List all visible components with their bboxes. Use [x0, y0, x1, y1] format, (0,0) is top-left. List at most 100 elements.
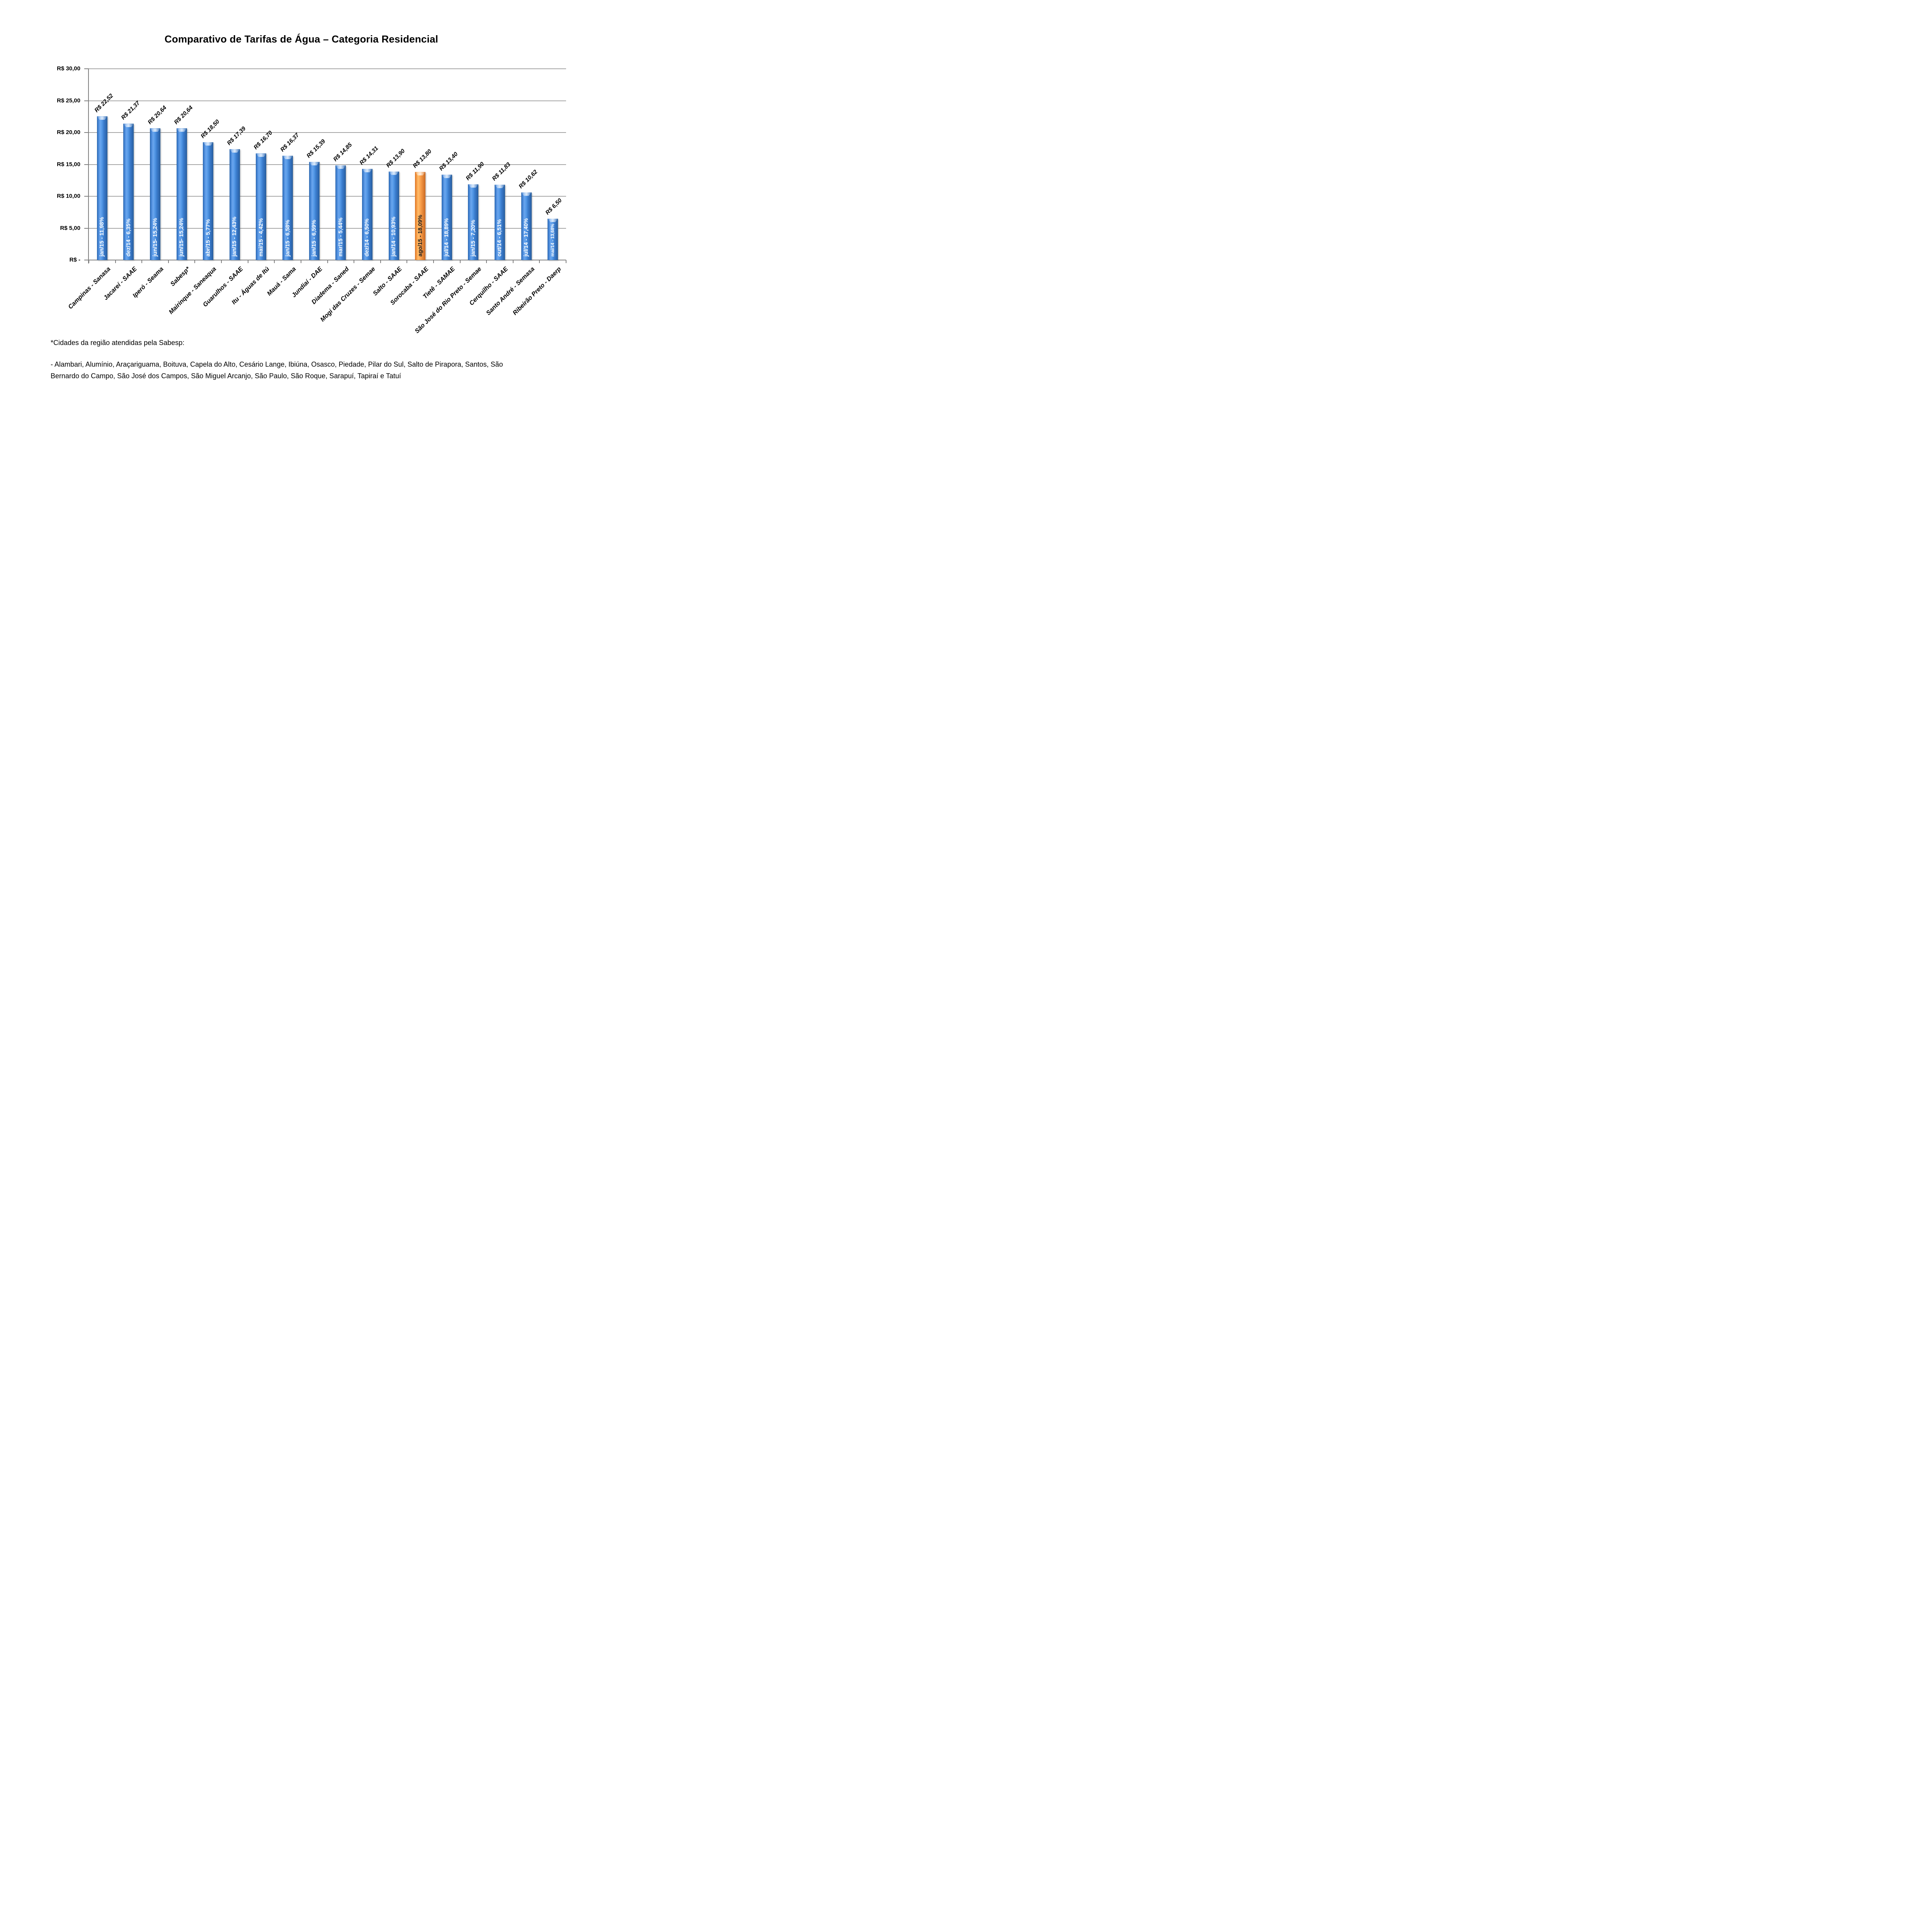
- bar: jun/15- 15,24%: [176, 128, 187, 260]
- y-axis-tick-mark: [84, 196, 89, 197]
- bar: jan/15 - 7,20%: [468, 184, 479, 260]
- bar: jan/15 - 12,43%: [229, 149, 240, 260]
- gridline: [89, 228, 566, 229]
- gridline: [89, 164, 566, 165]
- bar-inner-label: jan/14 - 10,93%: [391, 216, 397, 257]
- document-page: Comparativo de Tarifas de Água – Categor…: [0, 0, 603, 426]
- x-axis-tick-mark: [539, 260, 540, 263]
- bar-inner-label: dez/14 - 6,35%: [125, 218, 132, 257]
- x-axis-tick-mark: [327, 260, 328, 263]
- bar-value-label: R$ 13,90: [385, 147, 406, 169]
- bar-value-label: R$ 22,52: [93, 92, 115, 114]
- category-label: Mairinque - Saneaqua: [168, 265, 218, 316]
- gridline: [89, 196, 566, 197]
- bar: jul/14 - 18,89%: [441, 174, 452, 260]
- bar: jan/15 - 6,59%: [309, 162, 320, 260]
- x-axis-tick-mark: [141, 260, 143, 263]
- gridline: [89, 100, 566, 101]
- x-axis-tick-mark: [88, 260, 89, 263]
- bar-inner-label: dez/14 - 6,50%: [364, 218, 371, 257]
- x-axis-tick-mark: [459, 260, 461, 263]
- bar-inner-label: abr/15 - 5,77%: [205, 219, 211, 257]
- category-label: Mogi das Cruzes - Semae: [319, 265, 377, 323]
- gridline: [89, 132, 566, 133]
- y-axis-tick-label: R$ 20,00: [57, 129, 80, 136]
- bar-value-label: R$ 17,39: [226, 125, 247, 147]
- x-axis-tick-mark: [486, 260, 487, 263]
- bar-inner-label: jan/15 - 11,98%: [99, 217, 105, 257]
- x-axis-tick-mark: [380, 260, 381, 263]
- bar: dez/14 - 6,35%: [123, 124, 134, 260]
- x-axis-tick-mark: [194, 260, 196, 263]
- bar-value-label: R$ 16,37: [279, 132, 300, 153]
- bar-inner-label: mar/15 - 5,44%: [337, 218, 344, 257]
- bar-inner-label: jun/15- 15,24%: [152, 218, 158, 257]
- bar: mai/15 - 4,42%: [256, 153, 267, 260]
- bar: out/14 - 6,51%: [494, 184, 505, 260]
- bar-value-label: R$ 6,50: [544, 197, 563, 216]
- bar-value-label: R$ 15,39: [305, 138, 327, 160]
- bar: abr/15 - 5,77%: [203, 142, 214, 260]
- bar-value-label: R$ 20,64: [173, 104, 194, 126]
- plot-area: R$ 30,00 R$ 25,00 R$ 20,00 R$ 15,00 R$ 10,00…: [57, 65, 566, 335]
- gridline: [89, 68, 566, 69]
- bar-inner-label: ago/15 - 18,09%: [417, 215, 423, 257]
- bar: jul/14 - 17,40%: [521, 192, 532, 260]
- y-axis-line: [88, 69, 89, 264]
- bar: jan/14 - 10,93%: [388, 171, 399, 260]
- bar-value-label: R$ 10,62: [517, 168, 539, 190]
- x-axis-tick-mark: [512, 260, 514, 263]
- bar-inner-label: jan/15 - 6,58%: [284, 219, 291, 257]
- footnote-heading: *Cidades da região atendidas pela Sabesp…: [51, 339, 185, 347]
- bar-value-label: R$ 13,40: [438, 151, 459, 172]
- bar: mai/14 - 13,68%: [548, 218, 558, 260]
- y-axis-tick-label: R$ 5,00: [60, 224, 80, 231]
- y-axis-tick-label: R$ 15,00: [57, 161, 80, 168]
- bar-inner-label: jun/15- 15,24%: [179, 218, 185, 257]
- bar-value-label: R$ 14,31: [358, 145, 380, 167]
- footnote-line: - Alambari, Alumínio, Araçariguama, Boit…: [51, 360, 503, 368]
- bar-value-label: R$ 14,85: [332, 141, 354, 163]
- bar: jun/15- 15,24%: [150, 128, 161, 260]
- category-label: Campinas - Sanasa: [67, 265, 112, 311]
- category-label: Ribeirão Preto - Daerp: [511, 265, 563, 317]
- bar-value-label: R$ 20,64: [146, 104, 168, 126]
- y-axis-tick-label: R$ 30,00: [57, 65, 80, 72]
- bar: dez/14 - 6,50%: [362, 168, 372, 260]
- bar: mar/15 - 5,44%: [335, 165, 346, 260]
- chart-title: Comparativo de Tarifas de Água – Categor…: [164, 33, 439, 45]
- y-axis-tick-mark: [84, 164, 89, 165]
- y-axis-tick-mark: [84, 228, 89, 229]
- bar-inner-label: mai/14 - 13,68%: [550, 223, 555, 257]
- bar-inner-label: jan/15 - 12,43%: [231, 216, 238, 257]
- bar-inner-label: jul/14 - 17,40%: [523, 218, 530, 257]
- bar: jan/15 - 11,98%: [97, 116, 107, 260]
- bar-inner-label: jan/15 - 7,20%: [470, 219, 476, 257]
- bar: jan/15 - 6,58%: [282, 155, 293, 260]
- y-axis-tick-mark: [84, 68, 89, 69]
- y-axis-tick-mark: [84, 132, 89, 133]
- bar-value-label: R$ 21,37: [120, 100, 141, 121]
- bar-value-label: R$ 18,50: [199, 118, 221, 140]
- category-label: Santo André - Semasa: [485, 265, 536, 317]
- bar-inner-label: jul/14 - 18,89%: [444, 218, 450, 257]
- y-axis-tick-label: R$ 10,00: [57, 193, 80, 199]
- bar-inner-label: jan/15 - 6,59%: [311, 219, 318, 257]
- bar-value-label: R$ 13,80: [411, 148, 433, 170]
- y-axis-tick-label: R$ 25,00: [57, 97, 80, 104]
- category-label: Sabesp*: [169, 265, 191, 288]
- x-axis-tick-mark: [168, 260, 169, 263]
- bar-inner-label: mai/15 - 4,42%: [258, 218, 264, 257]
- bar-value-label: R$ 16,70: [252, 129, 274, 151]
- footnote: *Cidades da região atendidas pela Sabesp…: [51, 337, 565, 382]
- x-axis-tick-mark: [406, 260, 408, 263]
- y-axis-tick-label: R$ -: [69, 257, 80, 263]
- bar-inner-label: out/14 - 6,51%: [497, 219, 503, 257]
- footnote-line: Bernardo do Campo, São José dos Campos, …: [51, 372, 401, 380]
- x-axis-tick-mark: [115, 260, 116, 263]
- x-axis-tick-mark: [274, 260, 275, 263]
- bar-highlighted: ago/15 - 18,09%: [415, 172, 426, 260]
- x-axis-tick-mark: [221, 260, 222, 263]
- y-axis-tick-mark: [84, 100, 89, 101]
- x-axis-tick-mark: [433, 260, 434, 263]
